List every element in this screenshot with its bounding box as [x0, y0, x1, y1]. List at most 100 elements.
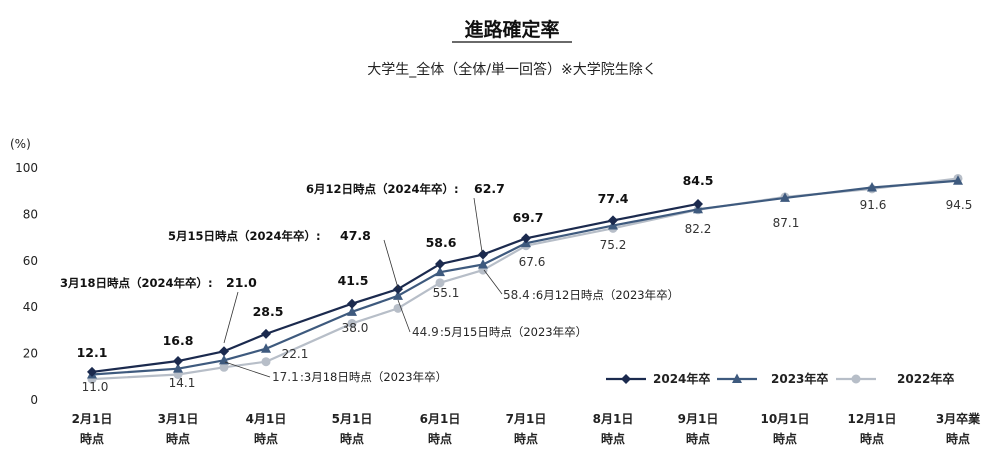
x-tick-label: 時点	[428, 431, 452, 446]
y-tick-label: 0	[30, 393, 38, 407]
x-tick-label: 2月1日	[72, 412, 113, 426]
data-label: 28.5	[253, 304, 284, 319]
data-point	[780, 192, 790, 202]
data-label: 38.0	[342, 321, 369, 335]
x-tick-label: 4月1日	[246, 412, 287, 426]
data-point	[347, 306, 357, 316]
annotation-label: :3月18日時点（2023年卒）	[300, 370, 447, 384]
legend-label: 2023年卒	[771, 371, 828, 386]
data-label: 94.5	[946, 198, 973, 212]
annotation-value: 47.8	[340, 228, 371, 243]
annotation-value: 62.7	[474, 181, 505, 196]
annotation-value: 58.4	[503, 288, 530, 302]
y-tick-label: 20	[23, 347, 38, 361]
annotation-value: 44.9	[412, 325, 439, 339]
annotation-label: :5月15日時点（2023年卒）	[440, 325, 587, 339]
data-label: 14.1	[169, 376, 196, 390]
x-tick-label: 12月1日	[847, 412, 896, 426]
legend-marker	[621, 374, 631, 384]
leader-line	[397, 299, 411, 333]
y-axis-label: (%)	[10, 137, 31, 151]
data-label: 16.8	[163, 333, 194, 348]
y-tick-label: 80	[23, 207, 38, 221]
x-tick-label: 8月1日	[593, 412, 634, 426]
legend-label: 2022年卒	[897, 371, 954, 386]
x-tick-label: 時点	[601, 431, 625, 446]
leader-line	[224, 361, 271, 378]
leader-line	[483, 269, 503, 295]
data-point	[219, 362, 229, 372]
data-label: 12.1	[77, 345, 108, 360]
data-point	[261, 357, 271, 367]
x-tick-label: 時点	[946, 431, 970, 446]
y-tick-label: 40	[23, 300, 38, 314]
data-label: 58.6	[426, 235, 457, 250]
annotation-label: :6月12日時点（2023年卒）	[532, 288, 679, 302]
x-tick-label: 3月1日	[158, 412, 199, 426]
data-label: 22.1	[282, 347, 309, 361]
data-label: 11.0	[82, 380, 109, 394]
y-tick-label: 100	[15, 161, 38, 175]
data-point	[478, 259, 488, 269]
data-label: 41.5	[338, 273, 369, 288]
annotation-value: 17.1	[272, 370, 299, 384]
series-line-2023年卒	[91, 179, 959, 376]
legend-marker	[732, 373, 742, 383]
data-label: 55.1	[433, 286, 460, 300]
data-point	[435, 259, 445, 270]
legend-label: 2024年卒	[653, 371, 710, 386]
annotation-label: 3月18日時点（2024年卒）:	[60, 276, 213, 290]
chart-title: 進路確定率	[464, 18, 559, 41]
data-label: 87.1	[773, 216, 800, 230]
data-point	[173, 356, 183, 367]
data-point	[478, 249, 488, 260]
data-point	[219, 346, 229, 357]
x-tick-label: 時点	[514, 431, 538, 446]
x-tick-label: 時点	[166, 431, 190, 446]
x-tick-label: 時点	[773, 431, 797, 446]
data-point	[521, 233, 531, 244]
data-point	[261, 328, 271, 339]
data-label: 75.2	[600, 238, 627, 252]
chart-subtitle: 大学生_全体（全体/単一回答）※大学院生除く	[367, 61, 656, 78]
leader-line	[473, 197, 483, 253]
annotation-label: 5月15日時点（2024年卒）:	[168, 229, 321, 243]
data-point	[173, 363, 183, 373]
leader-line	[223, 291, 239, 344]
data-point	[953, 175, 963, 185]
data-point	[219, 354, 229, 365]
x-tick-label: 時点	[860, 431, 884, 446]
data-point	[393, 290, 403, 300]
leader-line	[383, 239, 399, 289]
data-label: 91.6	[860, 198, 887, 212]
data-label: 77.4	[598, 191, 629, 206]
data-point	[435, 266, 445, 277]
data-point	[435, 278, 445, 288]
x-tick-label: 7月1日	[506, 412, 547, 426]
annotation-value: 21.0	[226, 275, 257, 290]
y-tick-label: 60	[23, 254, 38, 268]
x-tick-label: 時点	[254, 431, 278, 446]
x-tick-label: 10月1日	[760, 412, 809, 426]
data-label: 69.7	[513, 210, 544, 225]
x-tick-label: 6月1日	[420, 412, 461, 426]
x-tick-label: 9月1日	[678, 412, 719, 426]
data-point	[393, 284, 403, 295]
annotation-label: 6月12日時点（2024年卒）:	[306, 182, 459, 196]
legend-marker	[851, 374, 861, 384]
data-label: 82.2	[685, 222, 712, 236]
data-point	[608, 215, 618, 226]
x-tick-label: 時点	[686, 431, 710, 446]
data-label: 84.5	[683, 173, 714, 188]
data-point	[693, 198, 703, 209]
x-tick-label: 5月1日	[332, 412, 373, 426]
data-point	[867, 181, 877, 192]
x-tick-label: 時点	[340, 431, 364, 446]
data-point	[347, 298, 357, 309]
data-label: 67.6	[519, 255, 546, 269]
x-tick-label: 時点	[80, 431, 104, 446]
data-point	[261, 343, 271, 353]
x-tick-label: 3月卒業	[936, 411, 981, 426]
